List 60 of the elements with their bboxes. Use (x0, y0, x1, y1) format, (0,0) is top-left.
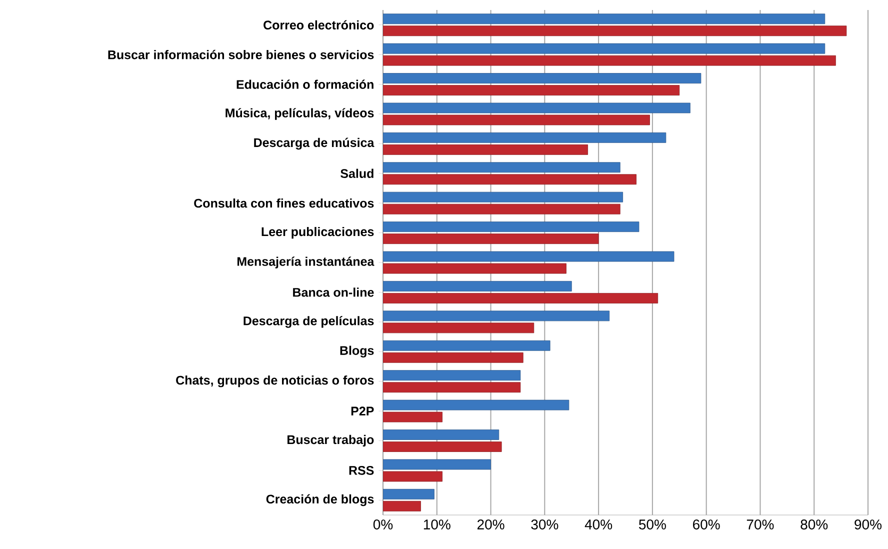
bar (383, 174, 636, 185)
bar (383, 85, 680, 96)
bar (383, 430, 500, 440)
y-tick-label: Buscar trabajo (288, 434, 374, 447)
bar (383, 310, 610, 322)
x-tick-label: 50% (639, 520, 666, 530)
bar (383, 43, 826, 54)
bar (383, 144, 588, 155)
bar (383, 412, 442, 422)
bar (383, 488, 434, 500)
bar (383, 442, 502, 452)
bar (383, 370, 521, 381)
bar (383, 102, 690, 114)
bar (383, 14, 826, 24)
x-tick-label: 30% (531, 520, 558, 530)
bar (383, 471, 442, 482)
y-tick-label: Educación o formación (236, 80, 374, 89)
x-tick-label: 20% (477, 520, 504, 530)
x-tick-label: 70% (746, 520, 774, 530)
bar (383, 400, 570, 410)
y-tick-label: P2P (351, 406, 374, 416)
y-tick-label: Salud (340, 168, 374, 178)
x-tick-label: 0% (373, 520, 393, 530)
bar (383, 352, 524, 363)
bar (383, 382, 521, 393)
bar (383, 204, 620, 214)
bar (383, 55, 836, 66)
bar (383, 322, 534, 334)
y-tick-label: Buscar información sobre bienes o servicios (108, 50, 374, 60)
bar (383, 293, 658, 304)
bar (383, 73, 702, 84)
bar (383, 340, 550, 351)
y-tick-label: Banca on-line (293, 288, 374, 297)
bar (383, 26, 847, 36)
x-tick-label: 80% (800, 520, 828, 530)
y-tick-label: Creación de blogs (266, 494, 374, 506)
y-tick-label: Blogs (340, 346, 374, 358)
x-tick-label: 90% (854, 520, 882, 530)
bar (383, 281, 572, 292)
y-tick-label: Chats, grupos de noticias o foros (176, 375, 374, 388)
x-tick-label: 10% (424, 520, 450, 530)
y-tick-label: Música, películas, vídeos (226, 108, 374, 120)
bar (383, 251, 674, 262)
bar (383, 222, 640, 232)
y-tick-label: Descarga de música (254, 138, 374, 150)
x-tick-label: 40% (584, 520, 612, 530)
bar (383, 500, 421, 512)
y-tick-label: Correo electrónico (264, 20, 374, 30)
y-tick-label: Descarga de películas (244, 316, 374, 328)
bar (383, 114, 650, 126)
bar (383, 132, 666, 143)
x-tick-label: 60% (693, 520, 720, 530)
y-tick-label: Leer publicaciones (262, 226, 374, 239)
bar (383, 234, 599, 244)
bar (383, 162, 620, 173)
y-tick-label: Consulta con fines educativos (194, 198, 374, 208)
bar (383, 192, 624, 202)
y-tick-label: Mensajería instantánea (237, 256, 374, 268)
y-tick-label: RSS (349, 466, 374, 475)
bar (383, 263, 566, 274)
